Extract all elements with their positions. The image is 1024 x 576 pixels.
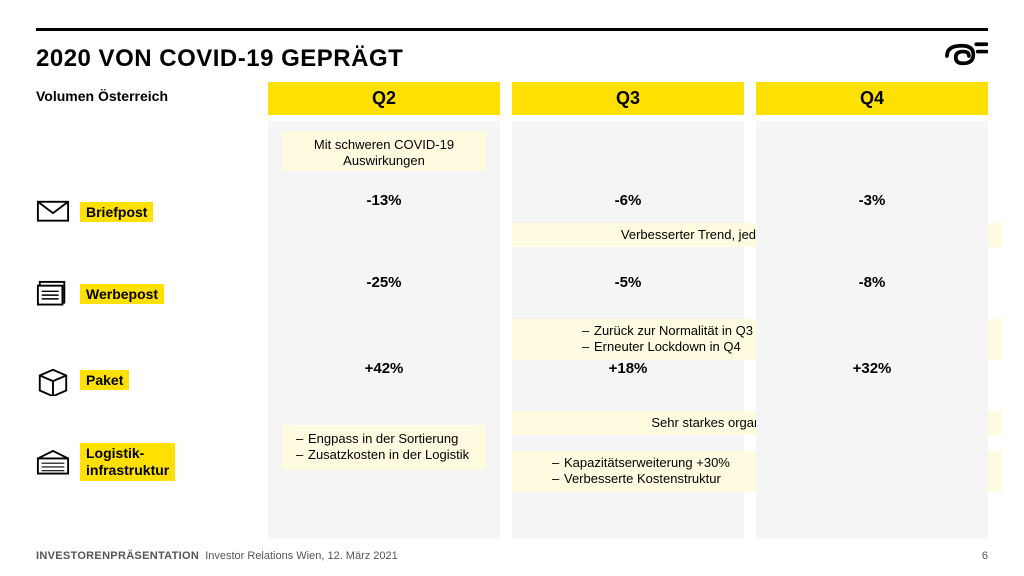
- label-paket: Paket: [80, 370, 129, 391]
- row-paket: Paket: [36, 351, 256, 409]
- subhead: Volumen Österreich: [36, 82, 256, 115]
- quarter-header-q4: Q4: [756, 82, 988, 115]
- quarter-header-q2: Q2: [268, 82, 500, 115]
- quarter-header-q3: Q3: [512, 82, 744, 115]
- row-briefpost: Briefpost: [36, 183, 256, 241]
- value-paket-q4: +32%: [770, 339, 974, 397]
- value-brief-q4: -3%: [770, 171, 974, 229]
- top-rule: [36, 28, 988, 31]
- page-title: 2020 VON COVID-19 GEPRÄGT: [36, 45, 403, 73]
- body-grid: Briefpost Werbepost Paket Logistik- infr…: [36, 121, 988, 539]
- label-werbepost: Werbepost: [80, 284, 164, 305]
- column-q3: -6% Verbesserter Trend, jedoch reduziert…: [512, 121, 744, 539]
- footer-rest: Investor Relations Wien, 12. März 2021: [205, 550, 398, 562]
- value-brief-q2: -13%: [282, 171, 486, 229]
- footer-left: INVESTORENPRÄSENTATION Investor Relation…: [36, 550, 398, 562]
- column-q2: Mit schweren COVID-19 Auswirkungen -13% …: [268, 121, 500, 539]
- value-werbe-q3: -5%: [526, 253, 730, 311]
- value-brief-q3: -6%: [526, 171, 730, 229]
- warehouse-icon: [36, 449, 70, 477]
- labels-column: Briefpost Werbepost Paket Logistik- infr…: [36, 121, 256, 539]
- list-item: Engpass in der Sortierung: [296, 431, 482, 447]
- label-briefpost: Briefpost: [80, 202, 153, 223]
- header-grid: Volumen Österreich Q2 Q3 Q4: [36, 82, 988, 115]
- note-q2-top: Mit schweren COVID-19 Auswirkungen: [282, 131, 486, 171]
- footer-bold: INVESTORENPRÄSENTATION: [36, 550, 199, 562]
- row-logistik: Logistik- infrastruktur: [36, 443, 256, 539]
- note-q2-logistik: Engpass in der Sortierung Zusatzkosten i…: [282, 425, 486, 470]
- title-row: 2020 VON COVID-19 GEPRÄGT: [36, 41, 988, 76]
- box-icon: [36, 366, 70, 394]
- newspaper-icon: [36, 280, 70, 308]
- row-werbepost: Werbepost: [36, 265, 256, 323]
- footer: INVESTORENPRÄSENTATION Investor Relation…: [36, 550, 988, 562]
- page-number: 6: [982, 550, 988, 562]
- value-werbe-q2: -25%: [282, 253, 486, 311]
- list-item: Zusatzkosten in der Logistik: [296, 447, 482, 463]
- post-logo-icon: [944, 41, 988, 76]
- envelope-icon: [36, 198, 70, 226]
- label-logistik: Logistik- infrastruktur: [80, 443, 175, 481]
- column-q4: -3% -8% +32%: [756, 121, 988, 539]
- value-paket-q2: +42%: [282, 339, 486, 397]
- value-werbe-q4: -8%: [770, 253, 974, 311]
